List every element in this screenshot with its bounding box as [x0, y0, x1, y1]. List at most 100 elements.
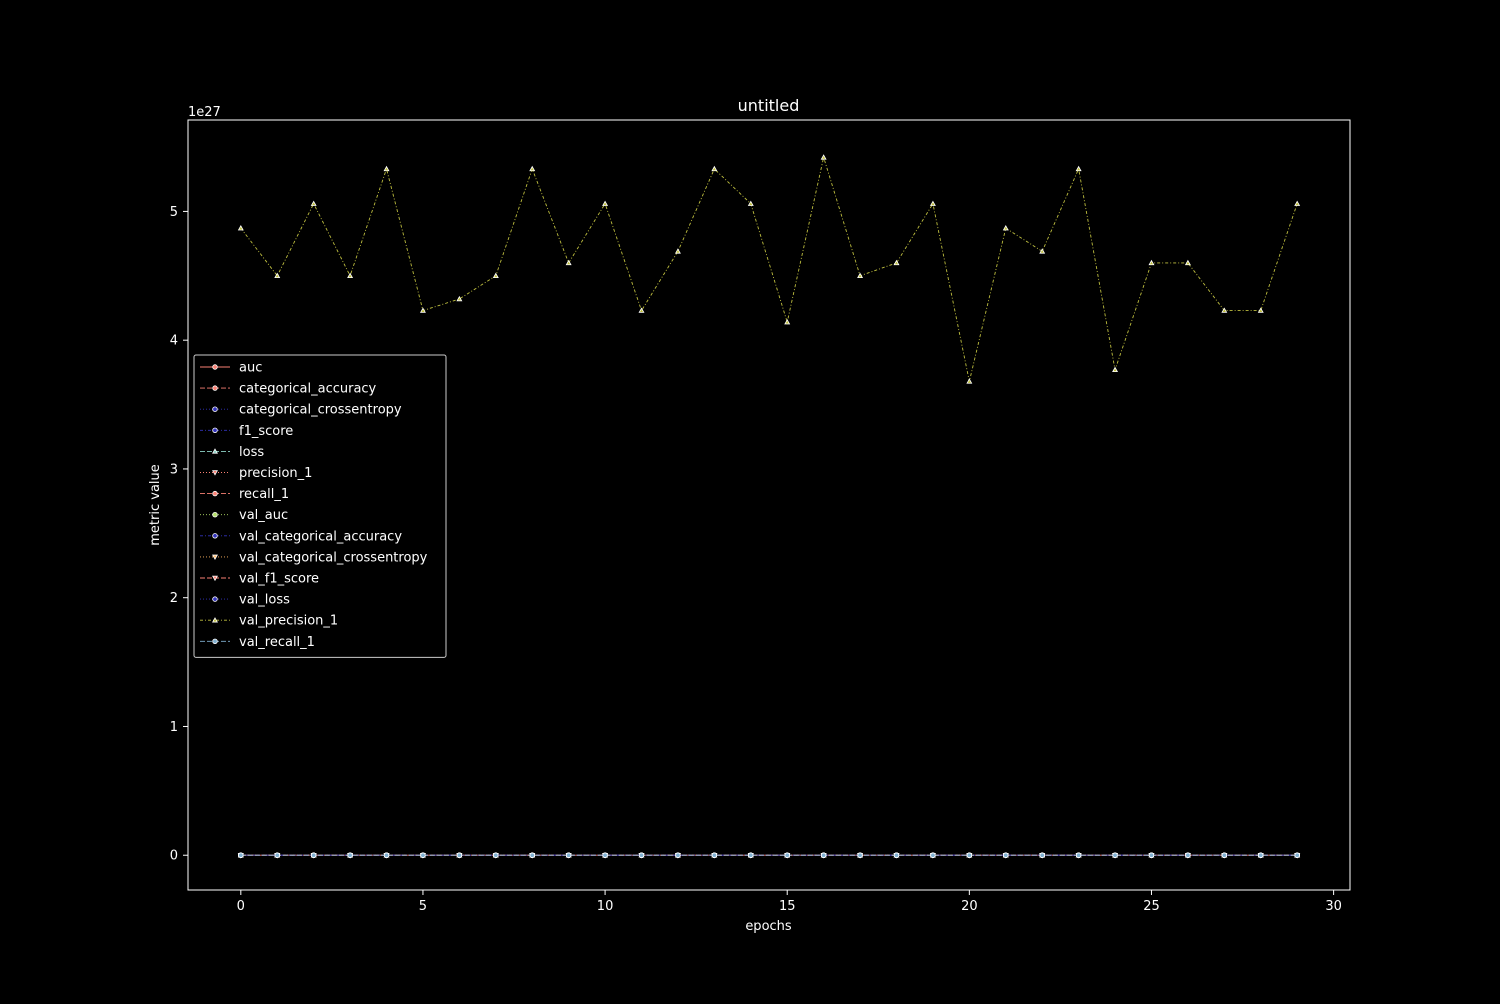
data-point	[1039, 248, 1046, 254]
legend-item: val_auc	[200, 508, 288, 523]
data-point	[565, 852, 572, 858]
legend-label: precision_1	[239, 466, 312, 481]
legend-label: loss	[239, 445, 264, 460]
series-lines	[237, 154, 1301, 859]
x-tick-label: 10	[597, 899, 614, 914]
data-point	[1258, 852, 1264, 858]
legend-item: val_f1_score	[200, 572, 319, 587]
data-point	[529, 852, 535, 858]
data-point	[929, 200, 936, 206]
data-point	[747, 200, 754, 206]
data-point	[1075, 165, 1082, 172]
legend-label: f1_score	[239, 424, 293, 439]
data-point	[310, 200, 317, 206]
legend-label: categorical_crossentropy	[239, 403, 402, 418]
y-tick-label: 0	[170, 849, 178, 864]
series-line	[240, 155, 1298, 382]
data-point	[711, 165, 718, 172]
x-tick-label: 5	[419, 899, 427, 914]
data-point	[347, 852, 353, 858]
series-val_recall_1	[238, 852, 1300, 858]
data-point	[1002, 225, 1009, 231]
legend-label: val_recall_1	[239, 635, 315, 650]
data-point	[1221, 852, 1228, 858]
legend-marker	[212, 533, 218, 539]
legend: auc categorical_accuracy categorical_cross…	[193, 354, 447, 658]
data-point	[748, 852, 754, 858]
data-point	[784, 852, 790, 858]
data-point	[1112, 852, 1118, 858]
y-tick-label: 5	[170, 205, 178, 220]
data-point	[1257, 307, 1264, 313]
data-point	[420, 852, 426, 858]
legend-label: val_f1_score	[239, 572, 319, 587]
legend-box	[193, 354, 447, 658]
data-point	[565, 259, 572, 266]
series-val_precision_1	[237, 154, 1301, 384]
legend-marker	[212, 554, 218, 561]
x-tick-label: 15	[779, 899, 796, 914]
y-tick-label: 3	[170, 462, 178, 477]
data-point	[893, 852, 900, 858]
data-point	[1294, 200, 1301, 206]
legend-marker	[212, 364, 218, 370]
legend-label: categorical_accuracy	[239, 382, 377, 397]
legend-label: recall_1	[239, 487, 289, 502]
legend-item: categorical_crossentropy	[200, 403, 402, 418]
legend-item: val_categorical_crossentropy	[200, 550, 428, 565]
legend-marker	[212, 490, 218, 497]
data-point	[820, 154, 827, 160]
x-tick-label: 30	[1325, 899, 1342, 914]
legend-label: val_categorical_crossentropy	[239, 550, 428, 565]
legend-marker	[212, 575, 218, 582]
data-point	[893, 259, 900, 266]
legend-marker	[212, 406, 218, 412]
data-point	[1148, 852, 1155, 858]
legend-marker	[212, 638, 218, 644]
legend-label: auc	[239, 361, 262, 376]
data-point	[237, 225, 244, 231]
legend-label: val_auc	[239, 508, 288, 523]
plot-area-frame	[187, 119, 1351, 891]
data-point	[602, 200, 609, 206]
data-point	[347, 272, 354, 279]
data-point	[1003, 852, 1009, 858]
legend-item: val_loss	[200, 593, 290, 608]
data-point	[1148, 259, 1155, 266]
data-point	[857, 852, 863, 858]
data-point	[456, 852, 463, 858]
legend-item: val_precision_1	[200, 614, 338, 629]
y-tick-label: 1	[170, 720, 178, 735]
data-point	[638, 307, 645, 313]
data-point	[966, 852, 973, 858]
data-point	[638, 852, 645, 858]
legend-marker	[212, 427, 218, 433]
data-point	[675, 852, 681, 858]
y-axis-label: metric value	[148, 464, 163, 546]
data-point	[602, 852, 608, 858]
data-point	[966, 378, 973, 384]
data-point	[930, 852, 936, 858]
data-point	[493, 852, 499, 858]
x-tick-label: 25	[1143, 899, 1160, 914]
data-point	[1075, 852, 1082, 858]
legend-item: precision_1	[200, 466, 312, 481]
data-point	[492, 272, 499, 279]
legend-marker	[212, 617, 218, 623]
data-point	[274, 272, 281, 279]
y-tick-label: 2	[170, 591, 178, 606]
data-point	[820, 852, 827, 858]
data-point	[1184, 259, 1191, 266]
data-point	[238, 852, 244, 858]
data-point	[1185, 852, 1191, 858]
data-point	[674, 248, 681, 254]
legend-label: val_precision_1	[239, 614, 338, 629]
legend-label: val_loss	[239, 593, 290, 608]
data-point	[529, 165, 536, 172]
legend-item: auc	[200, 361, 262, 376]
legend-item: loss	[200, 445, 264, 460]
data-point	[784, 319, 791, 325]
x-tick-label: 0	[237, 899, 245, 914]
